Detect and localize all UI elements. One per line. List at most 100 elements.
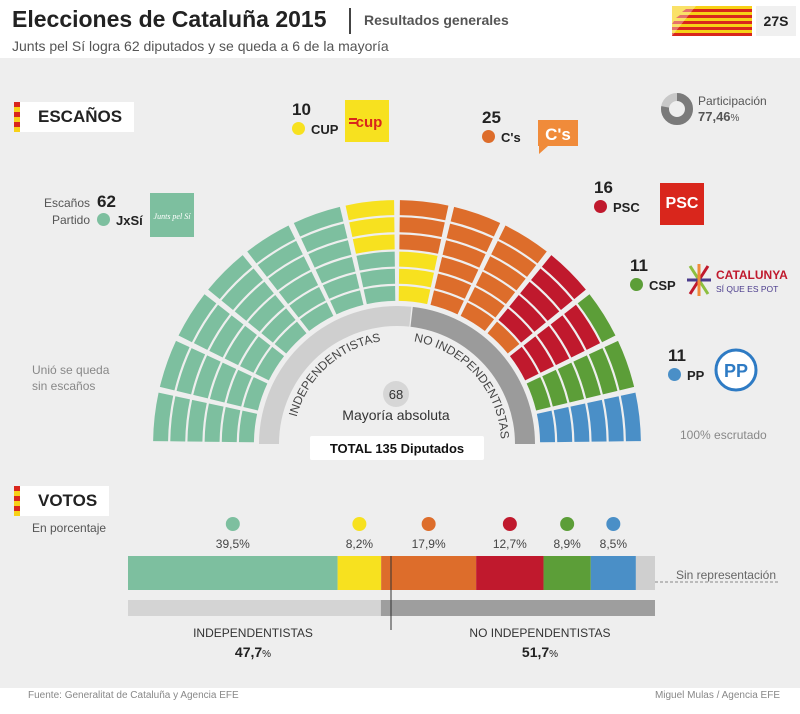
vote-bar-jxsi (128, 556, 338, 590)
seat-cs (487, 321, 520, 354)
legend-party-label: Partido (52, 213, 91, 227)
unio-note-line1: Unió se queda (32, 363, 110, 377)
seat-jxsi (308, 240, 352, 268)
seat-cs (446, 223, 493, 253)
seat-cup (398, 268, 434, 288)
participation-gauge-icon (660, 92, 694, 131)
seat-psc (531, 268, 573, 310)
participation-label: Participación (698, 94, 767, 108)
bloc-bar-no-independentistas (380, 600, 655, 616)
seat-cs (468, 287, 505, 318)
seat-cup (349, 217, 395, 237)
seat-jxsi (208, 255, 253, 300)
psc-dot (594, 200, 607, 213)
csp-dot (630, 278, 643, 291)
page-title: Elecciones de Cataluña 2015 (12, 6, 327, 32)
seat-jxsi (257, 240, 303, 277)
vote-dot-cup (352, 517, 367, 531)
seat-jxsi (153, 392, 174, 442)
seat-cs (491, 240, 537, 277)
seat-pp (604, 396, 624, 442)
seat-cs (430, 290, 464, 315)
seat-jxsi (289, 287, 326, 318)
vote-label-cs: 17,9% (412, 537, 446, 551)
seat-jxsi (193, 304, 230, 350)
seat-psc (564, 304, 601, 350)
bloc-bar-independentistas (128, 600, 381, 616)
seat-cs (450, 206, 501, 237)
pp-logo-icon: PP (714, 348, 758, 397)
cup-label: CUP (311, 122, 339, 137)
seat-csp (573, 355, 601, 399)
vote-bar-pp (590, 556, 636, 590)
seat-jxsi (209, 315, 244, 358)
bloc-left-label: INDEPENDENTISTAS (193, 626, 313, 640)
seat-csp (557, 362, 585, 403)
seat-psc (537, 325, 570, 366)
seat-cup (352, 234, 395, 254)
seat-cs (438, 256, 479, 284)
seat-csp (577, 294, 616, 343)
seat-jxsi (221, 268, 263, 310)
no-rep-label: Sin representación (676, 568, 776, 582)
seat-jxsi (226, 369, 252, 407)
seat-jxsi (278, 271, 319, 304)
seat-layer (153, 200, 641, 443)
majority-circle (383, 381, 409, 407)
seat-jxsi (221, 407, 241, 443)
seat-pp (553, 407, 573, 443)
pp-seats: 11 (668, 346, 686, 365)
unio-note: Unió se queda sin escaños (32, 362, 109, 394)
csp-logo-sub: SÍ QUE ES POT (716, 284, 778, 294)
seat-psc (509, 346, 539, 381)
psc-label: PSC (613, 200, 640, 215)
seat-jxsi (301, 223, 348, 253)
seat-jxsi (268, 256, 311, 291)
majority-label: Mayoría absoluta (342, 407, 450, 423)
seat-psc (520, 281, 560, 321)
majority-number: 68 (389, 387, 403, 402)
date-badge: 27S (756, 6, 796, 36)
seat-cup (345, 200, 395, 221)
bloc-left-value: 47,7% (235, 644, 271, 660)
csp-seats: 11 (630, 256, 648, 275)
seat-cs (399, 200, 449, 221)
page-lede: Junts pel Sí logra 62 diputados y se que… (12, 38, 389, 54)
cs-dot (482, 130, 495, 143)
vote-label-csp: 8,9% (553, 537, 581, 551)
csp-logo-text: CATALUNYA (716, 268, 788, 282)
section-marker (14, 486, 20, 516)
seat-jxsi (234, 281, 274, 321)
seat-cs (399, 217, 445, 237)
participation-value: 77,46% (698, 109, 740, 124)
unio-note-line2: sin escaños (32, 379, 96, 393)
jxsi-logo-text: Junts pel Sí (154, 212, 192, 221)
section-marker (14, 102, 20, 132)
cs-seats: 25 (482, 108, 501, 127)
vote-bar-cup (337, 556, 382, 590)
seat-csp (604, 340, 635, 391)
seat-jxsi (193, 355, 221, 399)
seat-jxsi (261, 308, 296, 343)
seat-cs (434, 273, 472, 299)
seat-jxsi (187, 399, 207, 442)
seat-cs (475, 271, 516, 304)
pp-dot (668, 368, 681, 381)
seat-cs (442, 240, 486, 268)
seat-jxsi (176, 348, 206, 395)
pp-logo-text: PP (724, 361, 748, 381)
vote-label-psc: 12,7% (493, 537, 527, 551)
seat-pp (587, 399, 607, 442)
seat-csp (588, 348, 618, 395)
vote-dot-pp (606, 517, 621, 531)
cs-label: C's (501, 130, 521, 145)
jxsi-seats: 62 (97, 192, 116, 211)
cup-dot (292, 122, 305, 135)
seat-psc (523, 336, 554, 373)
scrutiny-note: 100% escrutado (680, 428, 767, 442)
seat-jxsi (293, 206, 344, 237)
vote-label-pp: 8,5% (600, 537, 628, 551)
inner-arc (259, 306, 535, 444)
seat-jxsi (247, 225, 296, 264)
vote-dot-csp (560, 517, 575, 531)
